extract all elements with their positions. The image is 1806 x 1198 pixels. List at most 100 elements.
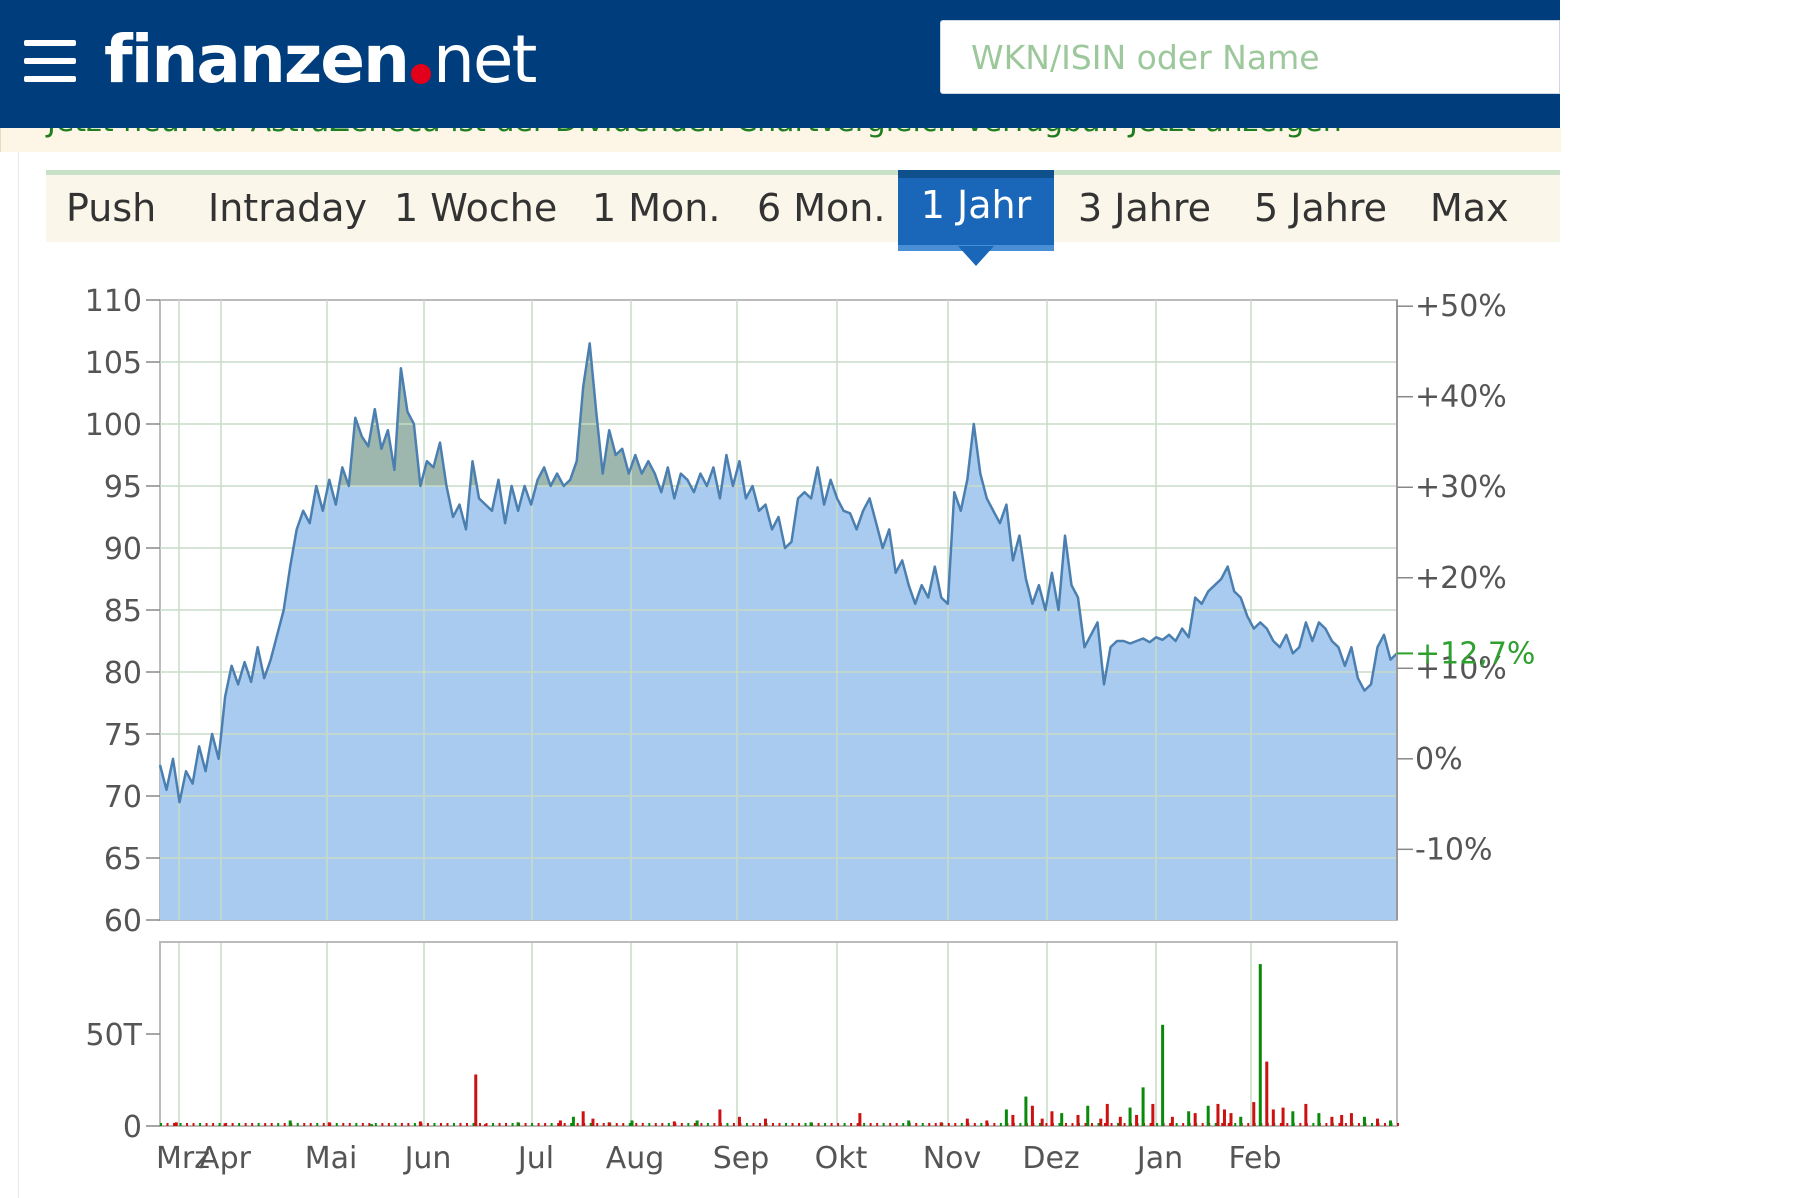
volume-bar — [737, 1116, 741, 1126]
volume-bar-base — [166, 1123, 169, 1126]
tab-1-woche[interactable]: 1 Woche — [394, 186, 558, 230]
volume-bar — [581, 1111, 585, 1126]
volume-bar-base — [251, 1123, 254, 1126]
volume-bar-base — [322, 1123, 325, 1126]
volume-bar-base — [550, 1123, 553, 1126]
pct-tick-label: 0% — [1415, 742, 1463, 777]
volume-bar-base — [1325, 1123, 1328, 1126]
notice-banner[interactable]: Jetzt neu: für AstraZeneca ist der Divid… — [0, 128, 1561, 152]
volume-bar — [1099, 1118, 1103, 1126]
volume-bar-base — [426, 1123, 429, 1126]
pct-tick-label: +20% — [1415, 561, 1507, 596]
volume-bar-base — [661, 1123, 664, 1126]
x-tick-label: Aug — [606, 1141, 665, 1176]
y-tick-label: 110 — [85, 284, 142, 319]
volume-bar-base — [850, 1123, 853, 1126]
volume-bar-base — [1064, 1123, 1067, 1126]
volume-bar-base — [706, 1123, 709, 1126]
volume-bar-base — [1397, 1123, 1399, 1126]
tab-5-jahre[interactable]: 5 Jahre — [1254, 186, 1387, 230]
tab-intraday[interactable]: Intraday — [208, 186, 367, 230]
volume-bar-base — [973, 1123, 976, 1126]
volume-bar-base — [628, 1123, 631, 1126]
volume-bar-base — [876, 1123, 879, 1126]
volume-bar — [1050, 1111, 1054, 1126]
price-chart[interactable]: 110 105 100 95 90 85 80 75 70 65 60 +50% +40% +30% +20… — [0, 260, 1560, 1198]
tab-3-jahre[interactable]: 3 Jahre — [1078, 186, 1211, 230]
volume-bar — [718, 1109, 722, 1126]
volume-bar-base — [199, 1123, 202, 1126]
volume-bar-base — [895, 1123, 898, 1126]
volume-bar — [1161, 1024, 1165, 1126]
volume-bar-base — [459, 1123, 462, 1126]
x-tick-label: Mai — [305, 1141, 358, 1176]
volume-bar-base — [296, 1123, 299, 1126]
volume-bar — [1060, 1113, 1064, 1126]
volume-bar — [1151, 1103, 1155, 1126]
volume-bar — [763, 1118, 767, 1126]
volume-bar-base — [947, 1123, 950, 1126]
volume-bar — [1170, 1116, 1174, 1126]
volume-bar-base — [238, 1123, 241, 1126]
volume-bar — [223, 1123, 227, 1126]
tab-1-jahr[interactable]: 1 Jahr — [898, 170, 1054, 251]
volume-bar-base — [863, 1123, 866, 1126]
volume-bar-base — [1357, 1123, 1360, 1126]
volume-bar-base — [713, 1123, 716, 1126]
volume-bar-base — [771, 1123, 774, 1126]
volume-bar — [1030, 1105, 1034, 1126]
x-tick-label: Sep — [713, 1141, 770, 1176]
volume-bar-base — [270, 1123, 273, 1126]
volume-bar-base — [1097, 1123, 1100, 1126]
volume-bar-base — [1058, 1123, 1061, 1126]
tab-max[interactable]: Max — [1430, 186, 1509, 230]
volume-bar — [1105, 1103, 1109, 1126]
tab-6-mon[interactable]: 6 Mon. — [757, 186, 886, 230]
volume-tick-label: 50T — [86, 1018, 143, 1053]
search-input[interactable] — [940, 20, 1560, 94]
volume-bar-base — [856, 1123, 859, 1126]
y-tick-label: 80 — [104, 656, 142, 691]
volume-bar-base — [179, 1123, 182, 1126]
volume-bar-base — [387, 1123, 390, 1126]
notice-text[interactable]: Jetzt neu: für AstraZeneca ist der Divid… — [47, 128, 1342, 139]
volume-bar-base — [1156, 1123, 1159, 1126]
volume-bar-base — [602, 1123, 605, 1126]
volume-bar-base — [348, 1123, 351, 1126]
volume-bar — [1317, 1113, 1321, 1126]
volume-bar-base — [837, 1123, 840, 1126]
volume-bar — [571, 1116, 575, 1126]
volume-bar-base — [407, 1123, 410, 1126]
volume-bar-base — [1338, 1123, 1341, 1126]
volume-bar-base — [277, 1123, 280, 1126]
volume-bar-base — [205, 1123, 208, 1126]
volume-bar-base — [1383, 1123, 1386, 1126]
volume-bar-base — [212, 1123, 215, 1126]
volume-bar-base — [1299, 1123, 1302, 1126]
y-tick-label: 95 — [104, 470, 142, 505]
volume-bar — [1229, 1113, 1233, 1126]
volume-bar-base — [531, 1123, 534, 1126]
volume-bar — [370, 1124, 374, 1126]
volume-bar-base — [635, 1123, 638, 1126]
volume-bar — [1375, 1118, 1379, 1126]
volume-bar-base — [1123, 1123, 1126, 1126]
site-logo[interactable]: finanzen net — [104, 20, 537, 100]
volume-bar-base — [648, 1123, 651, 1126]
volume-bar-base — [1084, 1123, 1087, 1126]
volume-bar-base — [732, 1123, 735, 1126]
volume-bar-base — [1234, 1123, 1237, 1126]
volume-bar — [1291, 1111, 1295, 1126]
hamburger-menu-icon[interactable] — [24, 40, 78, 84]
volume-bar-base — [954, 1123, 957, 1126]
volume-bar — [1388, 1120, 1392, 1126]
volume-bar-base — [654, 1123, 657, 1126]
volume-bar-base — [869, 1123, 872, 1126]
volume-bar — [174, 1122, 178, 1126]
tab-push[interactable]: Push — [66, 186, 157, 230]
volume-bar-base — [817, 1123, 820, 1126]
volume-bar — [985, 1120, 989, 1126]
logo-brand-bold: finanzen — [104, 21, 410, 98]
tab-1-mon[interactable]: 1 Mon. — [592, 186, 721, 230]
volume-bar — [1135, 1114, 1139, 1126]
